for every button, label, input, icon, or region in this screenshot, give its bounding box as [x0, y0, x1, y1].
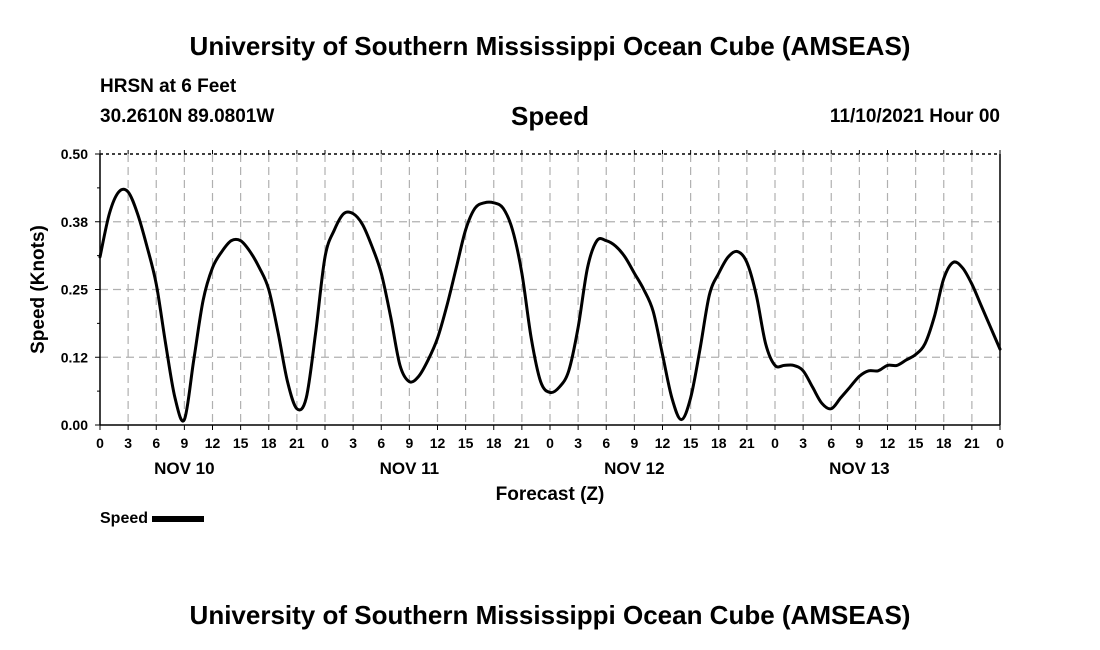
x-tick-label: 18	[486, 435, 502, 451]
axis-labels: 0 3 6 9 12 15 18 21 0 3 6 9 12 15 18 21 0 3 6 9 12 15 18 21 0 3 6 9…	[28, 146, 1004, 505]
x-tick-label: 9	[630, 435, 638, 451]
x-tick-label: 0	[996, 435, 1004, 451]
x-tick-label: 15	[683, 435, 699, 451]
x-tick-label: 12	[205, 435, 221, 451]
x-tick-label: 6	[827, 435, 835, 451]
x-tick-label: 0	[96, 435, 104, 451]
x-tick-label: 0	[771, 435, 779, 451]
y-tick-label: 0.50	[61, 146, 88, 162]
x-tick-label: 18	[936, 435, 952, 451]
series-line-speed	[98, 187, 1002, 423]
x-tick-label: 3	[124, 435, 132, 451]
speed-chart: 0 3 6 9 12 15 18 21 0 3 6 9 12 15 18 21 0 3 6 9 12 15 18 21 0 3 6 9…	[28, 146, 1004, 505]
y-tick-label: 0.00	[61, 417, 88, 433]
x-tick-label: 9	[855, 435, 863, 451]
x-tick-label: 21	[514, 435, 530, 451]
y-tick-label: 0.12	[61, 349, 88, 365]
grid-lines	[100, 154, 1000, 425]
x-tick-label: 15	[908, 435, 924, 451]
x-tick-label: 3	[799, 435, 807, 451]
axes	[95, 150, 1001, 430]
y-tick-label: 0.38	[61, 214, 88, 230]
y-axis-title: Speed (Knots)	[28, 225, 49, 354]
page-title: University of Southern Mississippi Ocean…	[189, 31, 911, 61]
x-tick-label: 6	[377, 435, 385, 451]
x-tick-label: 21	[289, 435, 305, 451]
x-tick-label: 18	[261, 435, 277, 451]
x-tick-label: 15	[233, 435, 249, 451]
x-tick-label: 12	[655, 435, 671, 451]
legend-label: Speed	[100, 510, 149, 527]
x-tick-label: 12	[880, 435, 896, 451]
x-tick-label: 12	[430, 435, 446, 451]
x-tick-label: 9	[405, 435, 413, 451]
coordinates-label: 30.2610N 89.0801W	[100, 106, 275, 127]
day-label: NOV 11	[380, 459, 440, 478]
legend: Speed	[100, 510, 205, 528]
x-tick-label: 6	[602, 435, 610, 451]
x-tick-label: 21	[964, 435, 980, 451]
forecast-date-label: 11/10/2021 Hour 00	[829, 106, 1000, 127]
footer-title: University of Southern Mississippi Ocean…	[189, 600, 911, 630]
legend-line-swatch	[152, 516, 205, 522]
x-axis-title: Forecast (Z)	[496, 484, 605, 505]
y-tick-label: 0.25	[61, 282, 88, 298]
day-label: NOV 13	[829, 459, 889, 478]
day-label: NOV 10	[154, 459, 214, 478]
x-tick-label: 3	[574, 435, 582, 451]
x-tick-label: 3	[349, 435, 357, 451]
chart-title: Speed	[510, 101, 590, 131]
x-tick-label: 0	[546, 435, 554, 451]
x-tick-label: 9	[180, 435, 188, 451]
day-label: NOV 12	[604, 459, 664, 478]
station-label: HRSN at 6 Feet	[100, 76, 237, 97]
x-tick-label: 18	[711, 435, 727, 451]
x-tick-label: 21	[739, 435, 755, 451]
x-tick-label: 0	[321, 435, 329, 451]
x-tick-label: 6	[152, 435, 160, 451]
x-tick-label: 15	[458, 435, 474, 451]
series-layer	[98, 187, 1002, 423]
